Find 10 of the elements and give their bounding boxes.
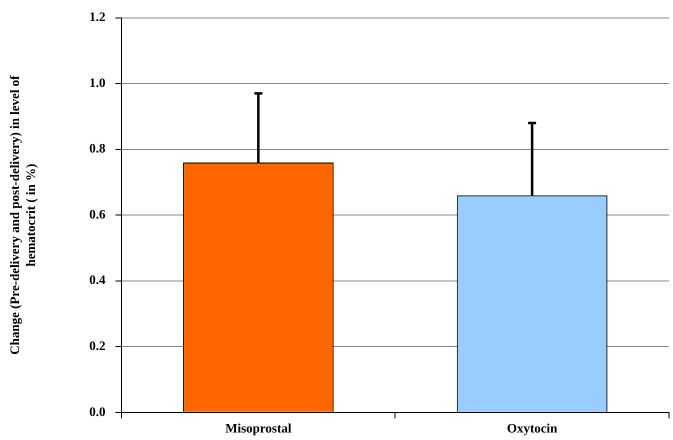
y-tick-label: 0.2	[89, 338, 106, 353]
y-tick-label: 1.2	[89, 9, 106, 24]
x-tick-label: Misoprostal	[225, 420, 292, 436]
x-tick-label: Oxytocin	[506, 420, 558, 436]
y-tick-label: 1.0	[89, 74, 106, 90]
y-axis-title: Change (Pre-delivery and post-delivery) in level of hematocrit ( in %)	[7, 74, 38, 355]
y-tick-label: 0.0	[89, 404, 106, 419]
y-tick-label: 0.6	[89, 206, 106, 222]
y-tick-label: 0.8	[89, 140, 106, 156]
y-tick-label: 0.4	[89, 272, 106, 288]
